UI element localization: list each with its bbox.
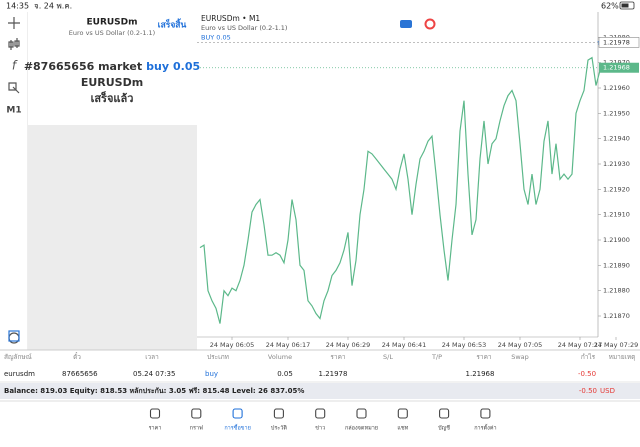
battery-level xyxy=(621,3,629,8)
nav-label[interactable]: บัญชี xyxy=(438,425,450,432)
left-toolbar: f M1 xyxy=(6,17,22,344)
bottom-nav: ราคา กราฟ การซื้อขาย ประวัติ ข่าว กล่องจดหมาย… xyxy=(149,408,497,432)
y-tick-label: 1.21950 xyxy=(603,109,630,117)
table-header: S/L xyxy=(383,353,393,361)
table-header: กำไร xyxy=(581,353,596,361)
nav-label[interactable]: กล่องจดหมาย xyxy=(345,426,378,432)
table-header: Volume xyxy=(268,353,292,361)
order-status: เสร็จแล้ว xyxy=(91,91,134,105)
table-header: เวลา xyxy=(145,353,159,361)
table-header: ประเภท xyxy=(207,353,229,361)
table-header: หมายเหตุ xyxy=(609,353,636,361)
y-tick-label: 1.21880 xyxy=(603,287,630,295)
order-prefix: #87665656 market xyxy=(24,60,142,73)
table-header: ตั๋ว xyxy=(73,352,81,361)
nav-icon[interactable] xyxy=(273,408,284,419)
add-tool[interactable] xyxy=(8,330,20,342)
nav-label[interactable]: ประวัติ xyxy=(271,425,287,432)
x-tick-label: 24 May 07:05 xyxy=(498,341,543,349)
panel-symbol[interactable]: EURUSDm xyxy=(86,18,137,28)
nav-label[interactable]: ราคา xyxy=(149,426,162,432)
x-tick-label: 24 May 06:05 xyxy=(210,341,255,349)
table-header: Swap xyxy=(511,353,529,361)
table-cell[interactable]: buy xyxy=(205,370,218,378)
nav-icon[interactable] xyxy=(356,408,367,419)
chart-subtitle: Euro vs US Dollar (0.2-1.1) xyxy=(201,24,287,32)
table-cell[interactable]: 05.24 07:35 xyxy=(133,370,175,378)
order-side: buy xyxy=(146,60,169,73)
done-button[interactable]: เสร็จสิ้น xyxy=(158,18,187,31)
table-cell[interactable]: -0.50 xyxy=(578,370,596,378)
panel-description: Euro vs US Dollar (0.2-1.1) xyxy=(69,29,155,37)
price-line xyxy=(199,56,605,324)
y-tick-label: 1.21970 xyxy=(603,59,630,67)
nav-label[interactable]: การซื้อขาย xyxy=(224,424,250,432)
nav-label[interactable]: การตั้งค่า xyxy=(474,424,496,432)
order-symbol: EURUSDm xyxy=(81,76,143,89)
summary-profit: -0.50 xyxy=(579,387,597,395)
objects-tool[interactable] xyxy=(8,82,20,94)
x-tick-label: 24 May 07:17 xyxy=(558,341,603,349)
x-tick-label: 24 May 06:41 xyxy=(382,341,427,349)
nav-icon[interactable] xyxy=(397,408,408,419)
table-header: ราคา xyxy=(476,353,491,361)
buy-line-label: BUY 0.05 xyxy=(201,33,231,41)
y-tick-label: 1.21960 xyxy=(603,84,630,92)
summary-bar xyxy=(0,383,640,399)
x-tick-label: 24 May 06:53 xyxy=(442,341,487,349)
status-date: จ. 24 พ.ค. xyxy=(34,2,72,11)
order-volume: 0.05 xyxy=(173,60,200,73)
nav-icon[interactable] xyxy=(232,408,243,419)
y-tick-label: 1.21920 xyxy=(603,185,630,193)
x-tick-label: 24 May 06:17 xyxy=(266,341,311,349)
chart-title: EURUSDm • M1 xyxy=(201,14,260,23)
table-cell[interactable]: eurusdm xyxy=(4,370,35,378)
plot: 1.21870 1.21880 1.21890 1.21900 1.21910 1.219… xyxy=(197,33,640,349)
table-cell[interactable]: 87665656 xyxy=(62,370,98,378)
chart-type-tool[interactable] xyxy=(8,38,20,50)
order-panel-empty xyxy=(28,125,197,350)
last-price-box xyxy=(599,62,639,73)
buy-price-box xyxy=(598,37,640,48)
table-header: ราคา xyxy=(330,353,345,361)
status-time: 14:35 xyxy=(6,2,29,11)
table-cell[interactable]: 1.21978 xyxy=(319,370,348,378)
y-tick-label: 1.21890 xyxy=(603,261,630,269)
nav-icon[interactable] xyxy=(480,408,491,419)
table-cell[interactable]: 1.21968 xyxy=(466,370,495,378)
y-tick-label: 1.21900 xyxy=(603,236,630,244)
trade-button[interactable] xyxy=(424,18,436,30)
nav-label[interactable]: ข่าว xyxy=(315,426,325,432)
one-click-button[interactable] xyxy=(400,20,412,28)
summary-text: Balance: 819.03 Equity: 818.53 หลักประกั… xyxy=(4,387,304,395)
nav-icon[interactable] xyxy=(191,408,202,419)
status-battery: 62% xyxy=(601,2,619,11)
battery-icon xyxy=(619,1,635,10)
nav-icon[interactable] xyxy=(149,408,161,419)
nav-label[interactable]: กราฟ xyxy=(190,425,203,432)
table-header: T/P xyxy=(431,353,442,361)
last-price-label: 1.21968 xyxy=(603,64,630,72)
order-panel xyxy=(28,12,197,125)
y-tick-label: 1.21870 xyxy=(603,312,630,320)
buy-price-label: 1.21978 xyxy=(603,38,630,46)
crosshair-tool[interactable] xyxy=(8,17,20,29)
x-tick-label: 24 May 06:29 xyxy=(326,341,371,349)
y-tick-label: 1.21940 xyxy=(603,135,630,143)
x-tick-label: 24 May 07:29 xyxy=(594,341,639,349)
timeframe-button[interactable]: M1 xyxy=(6,106,21,116)
nav-label[interactable]: แชท xyxy=(397,425,408,432)
indicator-tool[interactable]: f xyxy=(12,59,18,73)
summary-currency: USD xyxy=(600,387,615,395)
nav-icon[interactable] xyxy=(315,408,326,419)
y-tick-label: 1.21930 xyxy=(603,160,630,168)
y-tick-label: 1.21910 xyxy=(603,211,630,219)
table-cell[interactable]: 0.05 xyxy=(277,370,293,378)
trade-table: สัญลักษณ์ ตั๋ว เวลา ประเภท Volume ราคา S/L T/P ร… xyxy=(0,352,640,383)
order-line: #87665656 market buy 0.05 xyxy=(24,60,200,73)
nav-icon[interactable] xyxy=(439,408,450,419)
table-header: สัญลักษณ์ xyxy=(4,353,32,361)
